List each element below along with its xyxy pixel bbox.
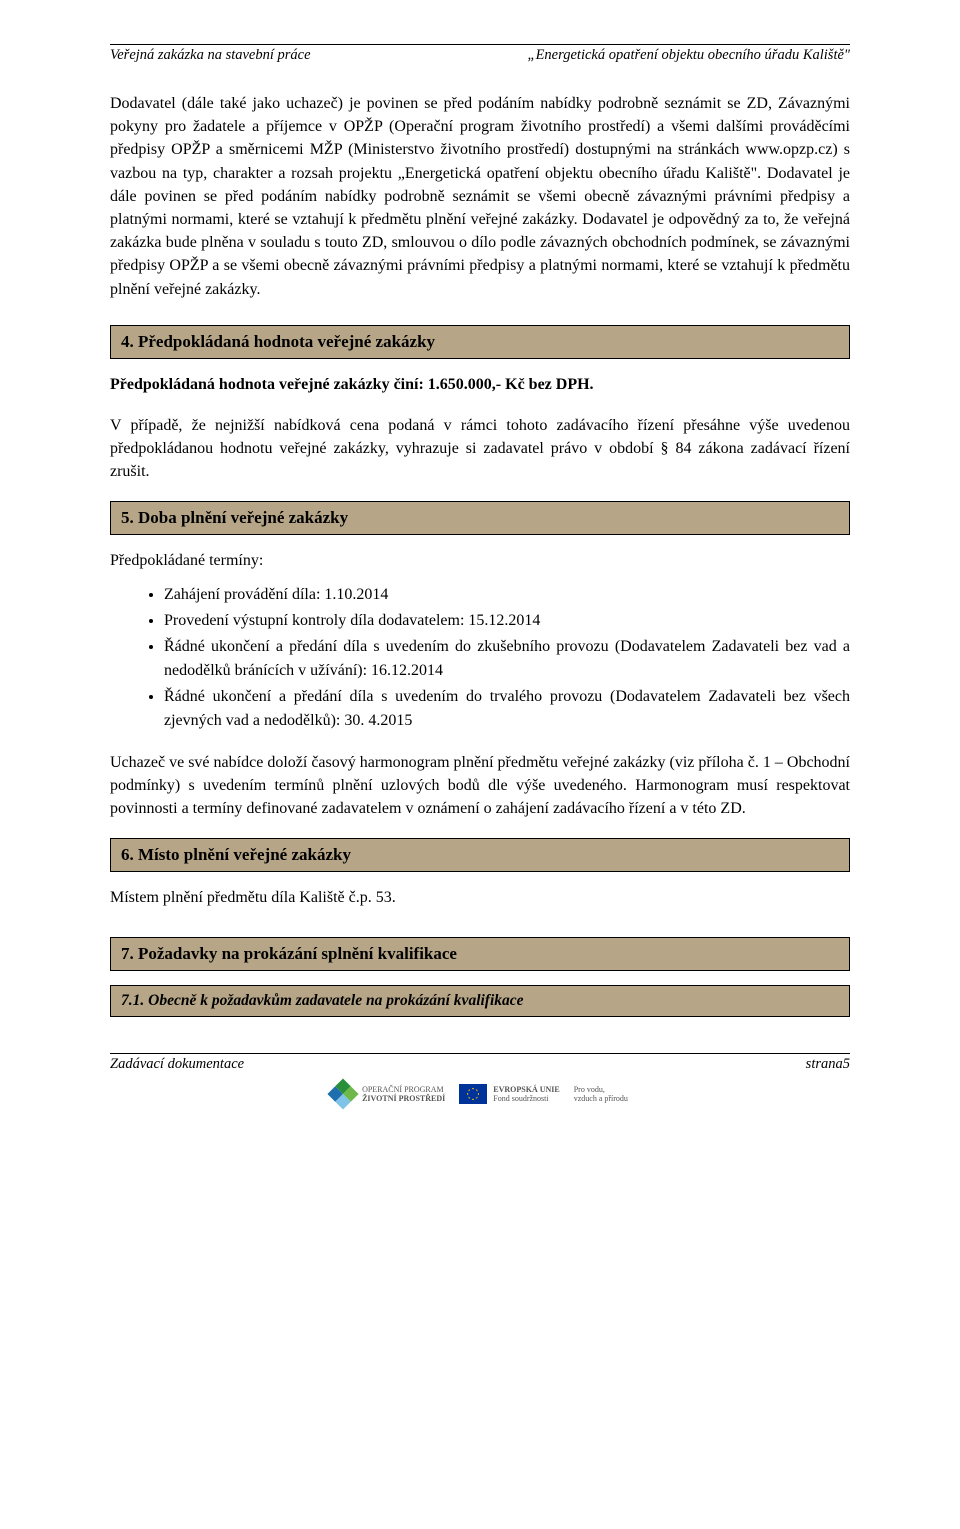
section-4-bold: Předpokládaná hodnota veřejné zakázky či… (110, 373, 850, 396)
section-4-title: 4. Předpokládaná hodnota veřejné zakázky (110, 325, 850, 359)
footer-logos: OPERAČNÍ PROGRAM ŽIVOTNÍ PROSTŘEDÍ EVROP… (110, 1083, 850, 1105)
header-right: „Energetická opatření objektu obecního ú… (528, 47, 850, 64)
section-4-para: V případě, že nejnižší nabídková cena po… (110, 414, 850, 484)
header-left: Veřejná zakázka na stavební práce (110, 47, 311, 64)
section-7-1-title: 7.1. Obecně k požadavkům zadavatele na p… (110, 985, 850, 1017)
eu-flag-icon (459, 1084, 487, 1104)
logo1-line1: OPERAČNÍ PROGRAM (362, 1085, 445, 1095)
eu-logo: EVROPSKÁ UNIE Fond soudržnosti (459, 1084, 559, 1104)
logo3-line1: Pro vodu, (574, 1085, 628, 1095)
section-6-title: 6. Místo plnění veřejné zakázky (110, 838, 850, 872)
footer-right: strana5 (806, 1056, 850, 1073)
section-5-lead: Předpokládané termíny: (110, 549, 850, 572)
diamond-icon (328, 1079, 359, 1110)
list-item: Řádné ukončení a předání díla s uvedením… (164, 685, 850, 733)
section-5-tail: Uchazeč ve své nabídce doloží časový har… (110, 751, 850, 821)
list-item: Provedení výstupní kontroly díla dodavat… (164, 609, 850, 633)
opzp-logo: OPERAČNÍ PROGRAM ŽIVOTNÍ PROSTŘEDÍ (332, 1083, 445, 1105)
motto-logo: Pro vodu, vzduch a přírodu (574, 1085, 628, 1104)
list-item: Zahájení provádění díla: 1.10.2014 (164, 583, 850, 607)
logo3-line2: vzduch a přírodu (574, 1094, 628, 1104)
footer-left: Zadávací dokumentace (110, 1056, 244, 1073)
logo2-line2: Fond soudržnosti (493, 1094, 559, 1104)
page-footer: Zadávací dokumentace strana5 (110, 1054, 850, 1073)
section-6-para: Místem plnění předmětu díla Kaliště č.p.… (110, 886, 850, 909)
list-item: Řádné ukončení a předání díla s uvedením… (164, 635, 850, 683)
logo2-line1: EVROPSKÁ UNIE (493, 1085, 559, 1095)
logo1-line2: ŽIVOTNÍ PROSTŘEDÍ (362, 1094, 445, 1104)
section-5-title: 5. Doba plnění veřejné zakázky (110, 501, 850, 535)
page-header: Veřejná zakázka na stavební práce „Energ… (110, 44, 850, 64)
intro-paragraph: Dodavatel (dále také jako uchazeč) je po… (110, 92, 850, 301)
section-5-list: Zahájení provádění díla: 1.10.2014 Prove… (110, 583, 850, 733)
section-7-title: 7. Požadavky na prokázání splnění kvalif… (110, 937, 850, 971)
